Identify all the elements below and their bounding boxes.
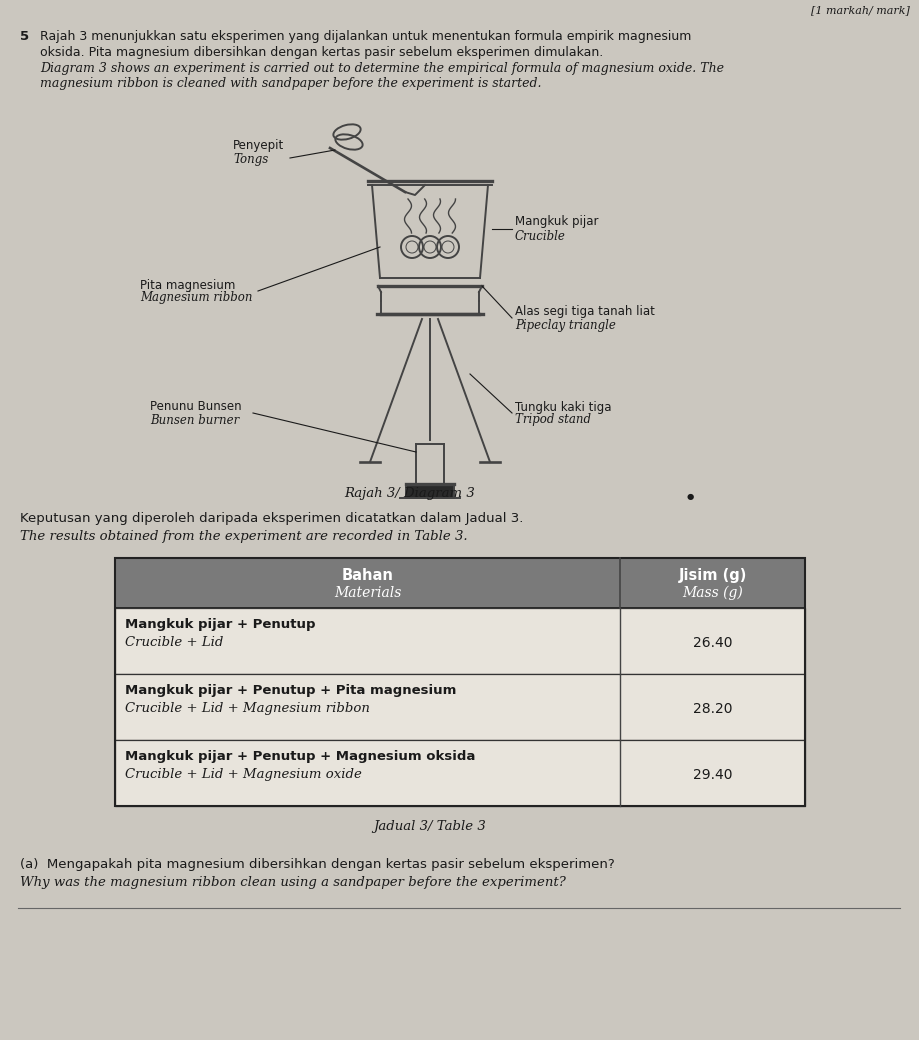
Text: Diagram 3 shows an experiment is carried out to determine the empirical formula : Diagram 3 shows an experiment is carried… <box>40 62 724 75</box>
Text: Crucible + Lid + Magnesium oxide: Crucible + Lid + Magnesium oxide <box>125 768 362 781</box>
Text: The results obtained from the experiment are recorded in Table 3.: The results obtained from the experiment… <box>20 530 468 543</box>
Text: Tongs: Tongs <box>233 153 268 166</box>
Text: Mangkuk pijar + Penutup + Magnesium oksida: Mangkuk pijar + Penutup + Magnesium oksi… <box>125 750 475 763</box>
Text: Rajah 3 menunjukkan satu eksperimen yang dijalankan untuk menentukan formula emp: Rajah 3 menunjukkan satu eksperimen yang… <box>40 30 691 43</box>
Text: Pita magnesium: Pita magnesium <box>140 279 235 291</box>
Text: Pipeclay triangle: Pipeclay triangle <box>515 318 616 332</box>
FancyBboxPatch shape <box>115 740 805 806</box>
Text: Penyepit: Penyepit <box>233 139 284 152</box>
Text: Mass (g): Mass (g) <box>682 586 743 600</box>
Text: Bahan: Bahan <box>342 568 393 583</box>
FancyBboxPatch shape <box>406 484 454 498</box>
Text: Bunsen burner: Bunsen burner <box>150 414 239 426</box>
Text: 29.40: 29.40 <box>693 768 732 782</box>
Text: Mangkuk pijar + Penutup + Pita magnesium: Mangkuk pijar + Penutup + Pita magnesium <box>125 684 457 697</box>
Text: Tungku kaki tiga: Tungku kaki tiga <box>515 400 611 414</box>
FancyBboxPatch shape <box>115 674 805 740</box>
Text: Materials: Materials <box>334 586 402 600</box>
Text: 28.20: 28.20 <box>693 702 732 716</box>
FancyBboxPatch shape <box>115 558 805 608</box>
Text: Alas segi tiga tanah liat: Alas segi tiga tanah liat <box>515 306 655 318</box>
Text: Crucible + Lid: Crucible + Lid <box>125 636 223 649</box>
Text: Magnesium ribbon: Magnesium ribbon <box>140 291 253 305</box>
Text: magnesium ribbon is cleaned with sandpaper before the experiment is started.: magnesium ribbon is cleaned with sandpap… <box>40 77 541 90</box>
Text: Why was the magnesium ribbon clean using a sandpaper before the experiment?: Why was the magnesium ribbon clean using… <box>20 876 566 889</box>
Text: Keputusan yang diperoleh daripada eksperimen dicatatkan dalam Jadual 3.: Keputusan yang diperoleh daripada eksper… <box>20 512 524 525</box>
Text: Jadual 3/ Table 3: Jadual 3/ Table 3 <box>374 820 486 833</box>
Text: Rajah 3/ Diagram 3: Rajah 3/ Diagram 3 <box>345 487 475 500</box>
Text: Tripod stand: Tripod stand <box>515 414 591 426</box>
Text: Mangkuk pijar + Penutup: Mangkuk pijar + Penutup <box>125 618 315 631</box>
Text: 5: 5 <box>20 30 29 43</box>
Text: ●: ● <box>686 492 694 501</box>
Text: Penunu Bunsen: Penunu Bunsen <box>150 400 242 414</box>
Text: (a)  Mengapakah pita magnesium dibersihkan dengan kertas pasir sebelum eksperime: (a) Mengapakah pita magnesium dibersihka… <box>20 858 615 872</box>
Text: Crucible: Crucible <box>515 230 566 242</box>
Text: oksida. Pita magnesium dibersihkan dengan kertas pasir sebelum eksperimen dimula: oksida. Pita magnesium dibersihkan denga… <box>40 46 603 59</box>
Text: [1 markah/ mark]: [1 markah/ mark] <box>811 5 910 15</box>
Text: Jisim (g): Jisim (g) <box>678 568 746 583</box>
Text: Mangkuk pijar: Mangkuk pijar <box>515 215 598 229</box>
Text: Crucible + Lid + Magnesium ribbon: Crucible + Lid + Magnesium ribbon <box>125 702 369 716</box>
FancyBboxPatch shape <box>115 608 805 674</box>
Text: 26.40: 26.40 <box>693 636 732 650</box>
